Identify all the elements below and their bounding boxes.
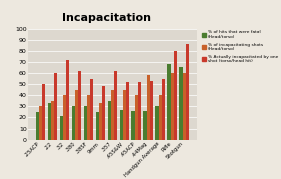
Bar <box>150 81 153 140</box>
Bar <box>143 111 147 140</box>
Bar <box>171 73 174 140</box>
Legend: % of hits that were fatal
(Head/torso), % of incapacitating shots
(Head/torso), : % of hits that were fatal (Head/torso), … <box>200 29 280 65</box>
Bar <box>186 44 189 140</box>
Text: Incapacitation: Incapacitation <box>62 13 151 23</box>
Bar <box>183 73 186 140</box>
Bar <box>108 101 111 140</box>
Bar <box>60 116 63 140</box>
Bar <box>72 106 75 140</box>
Bar <box>114 71 117 140</box>
Bar <box>39 106 42 140</box>
Bar <box>135 95 138 140</box>
Bar <box>63 95 66 140</box>
Bar <box>42 84 46 140</box>
Bar <box>36 112 39 140</box>
Bar <box>54 73 57 140</box>
Bar <box>48 103 51 140</box>
Bar <box>119 110 123 140</box>
Bar <box>132 111 135 140</box>
Bar <box>159 95 162 140</box>
Bar <box>162 79 165 140</box>
Bar <box>51 101 54 140</box>
Bar <box>84 106 87 140</box>
Bar <box>66 60 69 140</box>
Bar <box>111 90 114 140</box>
Bar <box>90 79 93 140</box>
Bar <box>78 71 81 140</box>
Bar <box>123 90 126 140</box>
Bar <box>75 90 78 140</box>
Bar <box>174 51 177 140</box>
Bar <box>155 106 159 140</box>
Bar <box>126 82 129 140</box>
Bar <box>99 103 102 140</box>
Bar <box>87 95 90 140</box>
Bar <box>96 112 99 140</box>
Bar <box>167 64 171 140</box>
Bar <box>147 75 150 140</box>
Bar <box>179 67 183 140</box>
Bar <box>138 82 141 140</box>
Bar <box>102 86 105 140</box>
